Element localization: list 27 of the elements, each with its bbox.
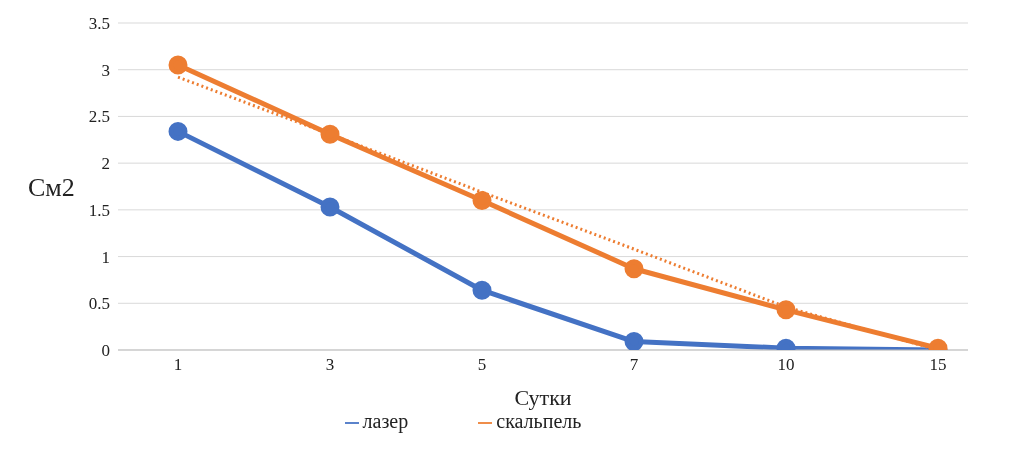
- point: [320, 124, 340, 144]
- legend-label: лазер: [362, 410, 409, 432]
- point: [624, 259, 644, 279]
- x-axis-title: Сутки: [514, 385, 572, 410]
- y-tick-label: 1.5: [88, 200, 110, 220]
- x-tick-label: 10: [777, 355, 795, 375]
- y-tick-label: 3: [101, 60, 110, 80]
- y-tick-label: 0.5: [88, 294, 110, 314]
- point: [168, 121, 188, 141]
- point: [624, 332, 644, 350]
- point: [776, 300, 796, 320]
- point: [472, 191, 492, 211]
- legend-label: скальпель: [496, 410, 582, 432]
- y-tick-label: 2.5: [88, 107, 110, 127]
- y-tick-label: 3.5: [88, 14, 110, 34]
- y-tick-label: 2: [101, 154, 110, 174]
- x-tick-label: 5: [477, 355, 487, 375]
- y-tick-label: 1: [101, 247, 110, 267]
- x-tick-label: 3: [325, 355, 335, 375]
- point: [472, 280, 492, 300]
- x-tick-label: 15: [929, 355, 947, 375]
- x-tick-label: 1: [173, 355, 183, 375]
- point: [168, 55, 188, 75]
- y-tick-label: 0: [101, 341, 110, 361]
- y-axis-title: См2: [28, 172, 75, 202]
- point: [320, 197, 340, 217]
- x-tick-label: 7: [629, 355, 639, 375]
